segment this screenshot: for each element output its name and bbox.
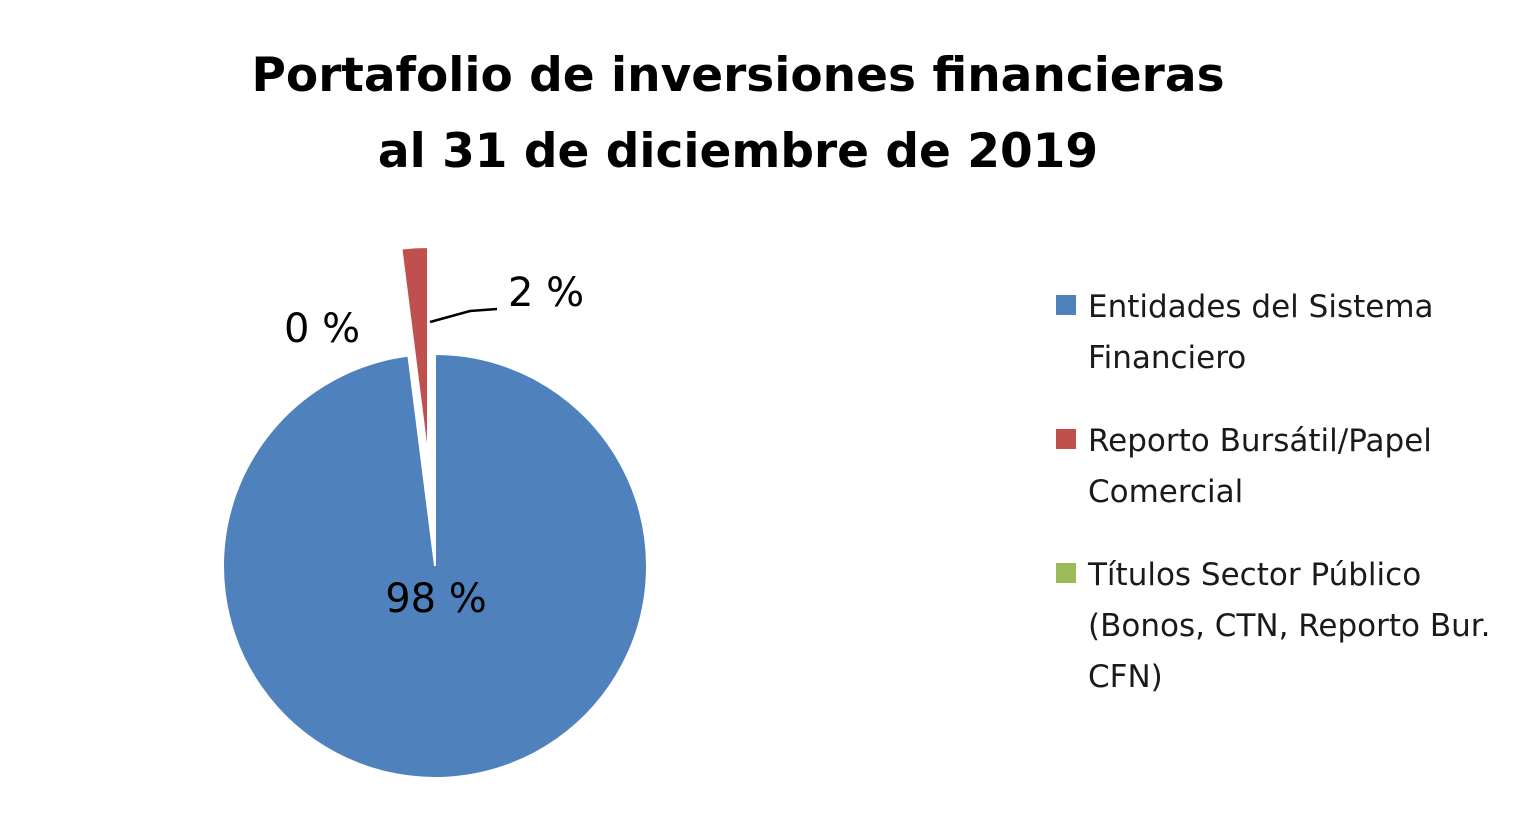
data-label-titulos: 0 %: [284, 306, 360, 352]
legend-label: Títulos Sector Público (Bonos, CTN, Repo…: [1088, 557, 1491, 695]
legend-item-titulos: Títulos Sector Público (Bonos, CTN, Repo…: [1056, 550, 1516, 703]
legend-label: Reporto Bursátil/Papel Comercial: [1088, 423, 1432, 510]
legend-swatch-blue: [1056, 295, 1076, 315]
chart-title-line1: Portafolio de inversiones financieras: [251, 48, 1225, 103]
leader-line-reporto: [429, 307, 498, 324]
chart-title: Portafolio de inversiones financieras al…: [0, 38, 1476, 190]
pie-slice-0: [222, 352, 648, 779]
legend-label: Entidades del Sistema Financiero: [1088, 289, 1434, 376]
legend-item-entidades: Entidades del Sistema Financiero: [1056, 282, 1516, 384]
legend-item-reporto: Reporto Bursátil/Papel Comercial: [1056, 416, 1516, 518]
data-label-reporto: 2 %: [508, 270, 584, 316]
legend-swatch-red: [1056, 429, 1076, 449]
chart-title-line2: al 31 de diciembre de 2019: [377, 124, 1099, 179]
legend-swatch-green: [1056, 563, 1076, 583]
data-label-entidades: 98 %: [385, 576, 487, 622]
legend: Entidades del Sistema Financiero Reporto…: [1056, 282, 1516, 735]
pie-slice-1: [400, 245, 429, 460]
